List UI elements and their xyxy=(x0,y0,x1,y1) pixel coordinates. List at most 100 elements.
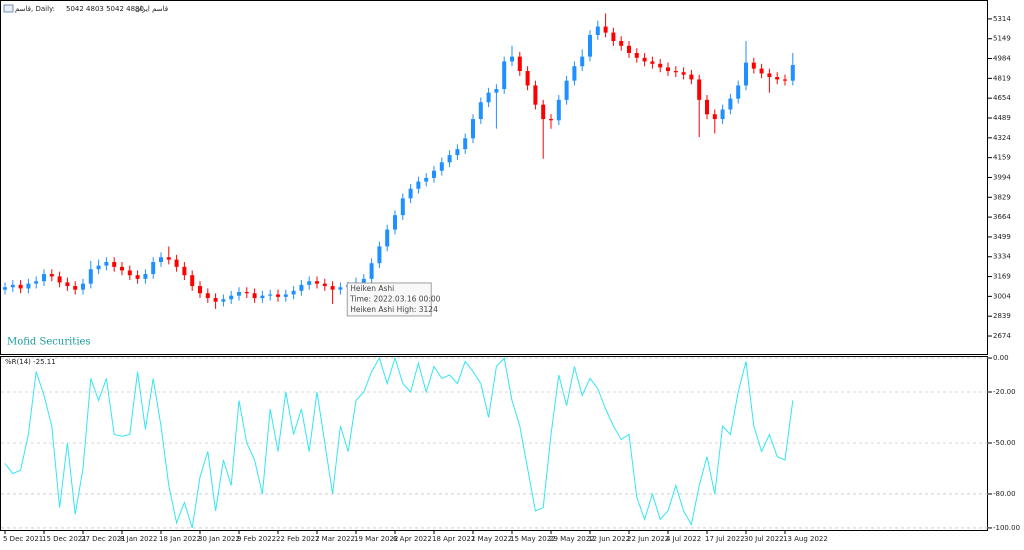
chart-title: قاسم, Daily: xyxy=(15,5,55,13)
y-tick-label: 4819 xyxy=(993,74,1011,82)
candle-body xyxy=(627,45,631,54)
x-tick-label: 22 Feb 2022 xyxy=(276,535,320,543)
candle-body xyxy=(502,61,507,90)
ohlc-text: 5042 4803 5042 4880 xyxy=(66,5,144,13)
x-tick-label: 4 Jul 2022 xyxy=(666,535,701,543)
x-tick-label: 15 May 2022 xyxy=(510,535,556,543)
candle-body xyxy=(580,56,585,67)
candle-body xyxy=(790,65,795,81)
candle-body xyxy=(712,114,717,120)
candle-body xyxy=(10,284,15,288)
y-tick-label: 5149 xyxy=(993,35,1011,43)
y-tick-label: 4324 xyxy=(993,134,1011,142)
candle-body xyxy=(510,56,514,62)
candle-body xyxy=(385,229,390,247)
y-tick-label: 3994 xyxy=(993,173,1011,181)
x-tick-label: 1 May 2022 xyxy=(471,535,512,543)
candle-body xyxy=(424,177,429,182)
candle-body xyxy=(783,79,787,81)
y-tick-label: 3664 xyxy=(993,213,1011,221)
candle-body xyxy=(494,89,499,93)
candle-body xyxy=(377,246,382,264)
candle-body xyxy=(49,274,54,277)
candle-body xyxy=(221,299,226,302)
y-tick-label: 5314 xyxy=(993,15,1011,23)
candle-body xyxy=(603,26,608,33)
x-tick-label: 29 May 2022 xyxy=(549,535,595,543)
candle-body xyxy=(104,262,109,266)
candle-body xyxy=(689,74,694,80)
y-tick-label: -100.00 xyxy=(993,524,1020,532)
candle-body xyxy=(276,294,280,297)
candle-body xyxy=(447,155,452,163)
x-tick-label: 17 Jul 2022 xyxy=(705,535,745,543)
candle-body xyxy=(81,283,85,290)
candle-body xyxy=(775,77,780,80)
candle-body xyxy=(572,66,577,81)
y-tick-label: 3829 xyxy=(993,193,1011,201)
candle-body xyxy=(619,41,624,46)
y-tick-label: 3499 xyxy=(993,233,1011,241)
y-tick-label: 0.00 xyxy=(993,354,1009,362)
candle-body xyxy=(135,275,140,279)
candle-body xyxy=(611,32,616,42)
x-tick-label: 18 Jan 2022 xyxy=(159,535,201,543)
candle-body xyxy=(151,262,156,275)
y-tick-label: 2674 xyxy=(993,332,1011,340)
candle-body xyxy=(3,287,7,290)
y-tick-label: 3334 xyxy=(993,253,1011,261)
y-tick-label: 4984 xyxy=(993,55,1011,63)
candle-body xyxy=(517,56,522,72)
candle-body xyxy=(18,284,23,289)
candle-body xyxy=(478,102,483,120)
candle-body xyxy=(393,215,397,230)
candle-body xyxy=(190,275,195,287)
tooltip-line: Time: 2022.03.16 00:00 xyxy=(349,294,440,303)
y-tick-label: -20.00 xyxy=(993,388,1016,396)
candle-body xyxy=(486,92,491,103)
indicator-title: %R(14) -25.11 xyxy=(5,358,56,366)
x-tick-label: 12 Jun 2022 xyxy=(588,535,630,543)
candle-body xyxy=(533,85,538,105)
candle-body xyxy=(666,67,670,72)
candle-body xyxy=(767,73,772,78)
x-tick-label: 9 Feb 2022 xyxy=(237,535,276,543)
x-tick-label: 22 Jun 2022 xyxy=(627,535,669,543)
candle-body xyxy=(174,259,179,267)
candle-body xyxy=(127,270,132,276)
line-series xyxy=(4,356,794,529)
candle-body xyxy=(728,98,733,110)
candle-body xyxy=(681,72,686,75)
x-tick-label: 19 Mar 2022 xyxy=(354,535,398,543)
tooltip-line: Heiken Ashi xyxy=(350,284,394,293)
candle-body xyxy=(252,293,257,299)
y-tick-label: 2839 xyxy=(993,312,1011,320)
y-tick-label: 4159 xyxy=(993,154,1011,162)
candle-body xyxy=(416,181,421,189)
candle-body xyxy=(455,149,460,156)
candle-body xyxy=(705,99,709,115)
candle-body xyxy=(120,266,124,271)
candle-body xyxy=(759,68,764,74)
candle-body xyxy=(525,71,530,86)
candle-body xyxy=(650,61,655,64)
candle-body xyxy=(42,274,46,282)
indicator-pane xyxy=(0,356,988,531)
candle-body xyxy=(283,294,288,297)
x-tick-label: 8 Jan 2022 xyxy=(120,535,158,543)
candle-body xyxy=(205,293,210,299)
x-tick-label: 7 Mar 2022 xyxy=(315,535,355,543)
candle-body xyxy=(549,119,553,121)
candle-body xyxy=(229,295,234,300)
tooltip-box xyxy=(346,282,432,317)
candle-body xyxy=(166,257,171,260)
chart-icon xyxy=(3,4,14,13)
tooltip-line: Heiken Ashi High: 3124 xyxy=(350,305,438,314)
candle-body xyxy=(244,292,249,294)
candle-body xyxy=(361,278,366,283)
candle-body xyxy=(182,266,187,276)
candle-body xyxy=(322,283,327,287)
candle-body xyxy=(299,284,304,291)
